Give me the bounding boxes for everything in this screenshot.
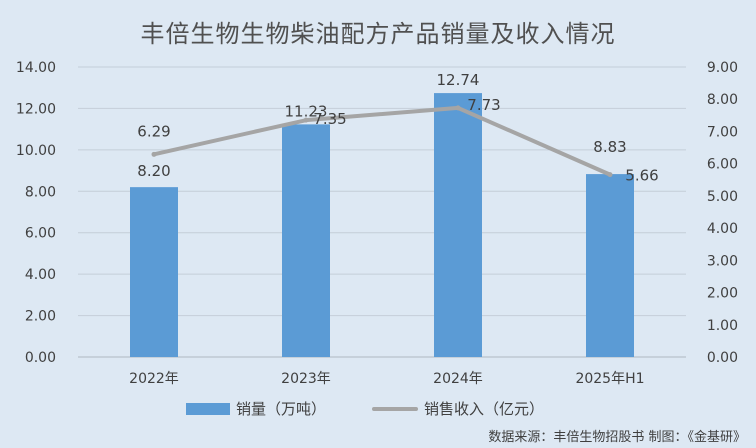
y-left-tick-label: 12.00 [16,101,56,117]
bar [130,187,178,357]
x-tick-label: 2022年 [129,371,179,387]
line-data-label: 6.29 [137,122,170,140]
bar-data-label: 8.20 [137,162,170,180]
y-left-tick-label: 2.00 [25,309,56,325]
x-tick-label: 2023年 [281,371,331,387]
bar-data-label: 11.23 [285,102,328,120]
y-right-tick-label: 1.00 [707,318,738,334]
y-right-tick-label: 6.00 [707,157,738,173]
y-right-tick-label: 4.00 [707,221,738,237]
y-left-tick-label: 8.00 [25,184,56,200]
y-left-tick-label: 4.00 [25,267,56,283]
line-data-label: 5.66 [625,167,658,185]
y-right-tick-label: 5.00 [707,189,738,205]
y-right-tick-label: 3.00 [707,253,738,269]
bar [282,124,330,357]
y-left-tick-label: 0.00 [25,350,56,366]
y-right-tick-label: 0.00 [707,350,738,366]
legend-label-line: 销售收入（亿元） [424,400,544,418]
y-left-tick-label: 10.00 [16,143,56,159]
chart-title: 丰倍生物生物柴油配方产品销量及收入情况 [140,20,616,48]
line-series [152,105,612,177]
line-data-label: 7.73 [467,96,500,114]
y-right-tick-label: 7.00 [707,124,738,140]
line-point [303,117,309,123]
y-right-tick-label: 2.00 [707,286,738,302]
bar-data-label: 8.83 [593,138,626,156]
y-left-tick-label: 6.00 [25,226,56,242]
line-point [607,172,613,178]
bar [586,174,634,357]
line-point [455,105,461,111]
y-right-tick-label: 9.00 [707,60,738,76]
y-left-tick-label: 14.00 [16,60,56,76]
bar-data-label: 12.74 [437,71,480,89]
x-tick-label: 2024年 [433,371,483,387]
line-data-label: 7.35 [313,110,346,128]
x-tick-label: 2025年H1 [575,371,644,387]
legend-swatch-bar [186,403,230,415]
y-right-tick-label: 8.00 [707,92,738,108]
line-point [151,151,157,157]
legend-label-bar: 销量（万吨） [236,400,326,418]
bar [434,93,482,357]
chart-source: 数据来源：丰倍生物招股书 制图：《金基研》 [488,430,746,445]
